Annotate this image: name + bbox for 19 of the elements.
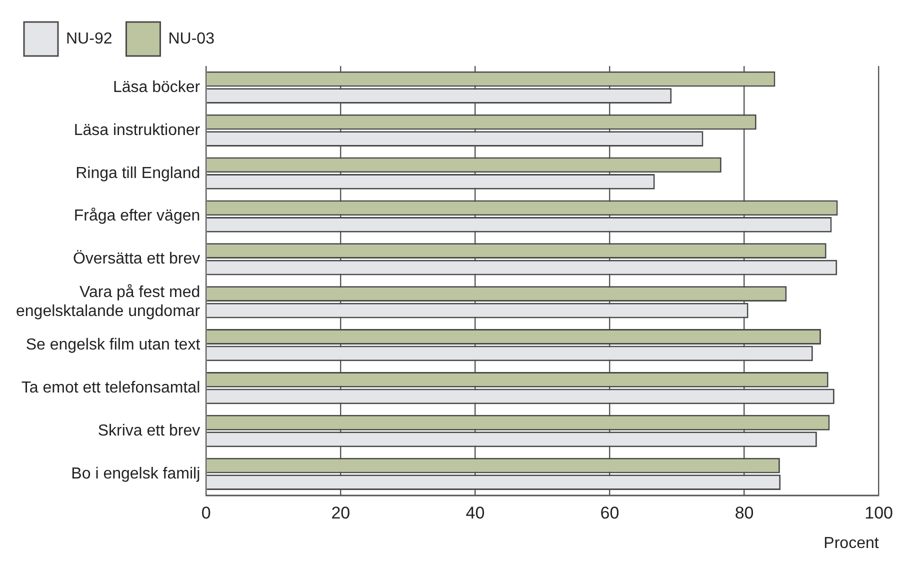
x-tick-label: 80 <box>734 503 754 522</box>
x-tick-label: 0 <box>201 503 211 522</box>
y-tick-label: Läsa böcker <box>112 78 201 96</box>
x-tick-label: 40 <box>466 503 485 522</box>
x-tick-label: 60 <box>600 503 620 522</box>
y-tick-label: Skriva ett brev <box>98 422 200 440</box>
y-tick-label: Fråga efter vägen <box>74 208 200 225</box>
y-tick-label: Se engelsk film utan text <box>26 336 201 354</box>
x-tick-label: 20 <box>331 503 350 522</box>
y-tick-label: Vara på fest med engelsktalande ungdomar <box>16 284 201 320</box>
y-tick-label: Läsa instruktioner <box>74 122 201 139</box>
x-axis-title: Procent <box>824 534 880 552</box>
x-tick-label: 100 <box>864 503 894 522</box>
legend-label: NU-92 <box>66 30 112 48</box>
y-tick-label: Bo i engelsk familj <box>71 465 200 482</box>
legend-label: NU-03 <box>168 30 215 48</box>
y-tick-label: Ta emot ett telefonsamtal <box>21 379 200 396</box>
y-tick-label: Översätta ett brev <box>72 250 200 268</box>
y-tick-label: Ringa till England <box>76 164 200 182</box>
